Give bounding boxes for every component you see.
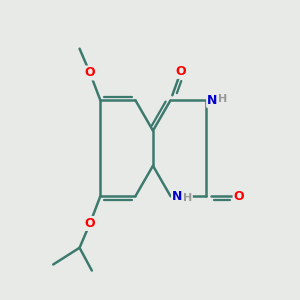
Text: O: O — [234, 190, 244, 202]
Text: O: O — [85, 217, 95, 230]
Text: O: O — [85, 67, 95, 80]
Text: N: N — [207, 94, 217, 107]
Text: O: O — [176, 65, 186, 78]
Text: H: H — [218, 94, 227, 103]
Text: N: N — [172, 190, 182, 202]
Text: H: H — [183, 193, 192, 203]
